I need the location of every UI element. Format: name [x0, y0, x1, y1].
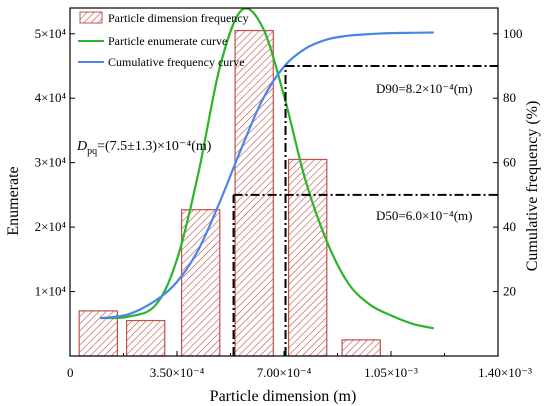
- histogram-bars: [78, 29, 381, 357]
- annotation-d90: D90=8.2×10⁻⁴(m): [376, 81, 472, 96]
- right-y-tick-label-5: 100: [503, 26, 523, 41]
- histogram-bar-2: [125, 319, 166, 357]
- legend-label-frequency: Particle dimension frequency: [108, 11, 249, 25]
- annotation-d50: D50=6.0×10⁻⁴(m): [376, 208, 472, 223]
- legend: Particle dimension frequency Particle en…: [78, 11, 249, 69]
- left-y-tick-label-4: 4×10⁴: [35, 90, 67, 105]
- chart-lines: [100, 8, 435, 330]
- histogram-bar-5: [287, 158, 328, 357]
- annotation-dpq-symbol: D: [76, 139, 87, 154]
- right-y-axis-title: Cumulative frequency (%): [524, 101, 541, 272]
- right-y-tick-label-2: 40: [503, 219, 516, 234]
- enumerate-curve: [100, 8, 435, 330]
- right-y-axis-ticks: 20 40 60 80 100: [493, 26, 523, 299]
- legend-label-cumulative: Cumulative frequency curve: [108, 55, 245, 69]
- x-tick-label-1: 0: [67, 365, 74, 380]
- annotation-dpq: Dpq=(7.5±1.3)×10⁻⁴(m): [76, 139, 212, 157]
- left-y-axis-title: Enumerate: [5, 166, 22, 235]
- left-y-tick-label-5: 5×10⁴: [35, 26, 67, 41]
- x-tick-label-2: 3.50×10⁻⁴: [150, 365, 205, 380]
- legend-swatch-frequency: [79, 11, 103, 24]
- x-axis-ticks: 0 3.50×10⁻⁴ 7.00×10⁻⁴ 1.05×10⁻³ 1.40×10⁻³: [67, 351, 532, 380]
- left-y-tick-label-2: 2×10⁴: [35, 219, 67, 234]
- reference-lines: [232, 65, 498, 356]
- histogram-bar-3: [180, 209, 221, 357]
- right-y-tick-label-3: 60: [503, 155, 516, 170]
- left-y-tick-label-3: 3×10⁴: [35, 155, 67, 170]
- x-axis-title: Particle dimension (m): [210, 388, 357, 405]
- right-y-tick-label-1: 20: [503, 284, 516, 299]
- right-y-tick-label-4: 80: [503, 90, 516, 105]
- cumulative-curve: [100, 31, 434, 320]
- histogram-bar-6: [341, 339, 381, 357]
- x-tick-label-5: 1.40×10⁻³: [478, 365, 532, 380]
- annotation-dpq-value: =(7.5±1.3)×10⁻⁴(m): [97, 139, 212, 154]
- left-y-axis-ticks: 1×10⁴ 2×10⁴ 3×10⁴ 4×10⁴ 5×10⁴: [35, 26, 75, 299]
- legend-label-enumerate: Particle enumerate curve: [108, 34, 227, 48]
- x-tick-label-4: 1.05×10⁻³: [364, 365, 418, 380]
- annotation-dpq-subscript: pq: [87, 146, 97, 157]
- x-tick-label-3: 7.00×10⁻⁴: [257, 365, 312, 380]
- histogram-bar-4: [234, 29, 274, 357]
- left-y-tick-label-1: 1×10⁴: [35, 284, 67, 299]
